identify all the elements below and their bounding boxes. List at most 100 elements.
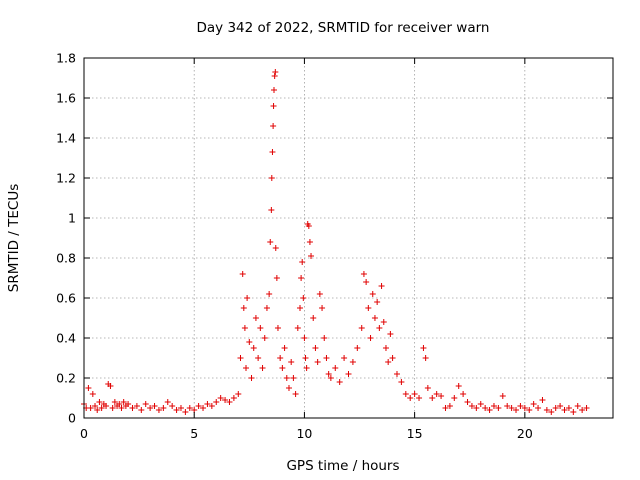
data-point	[294, 325, 301, 331]
data-point	[186, 405, 193, 411]
data-point	[259, 365, 266, 371]
data-point	[94, 407, 101, 413]
x-tick-label: 10	[296, 426, 312, 441]
data-point	[111, 399, 118, 405]
data-point	[244, 295, 251, 301]
data-point	[387, 331, 394, 337]
data-point	[103, 403, 110, 409]
data-point	[268, 207, 275, 213]
data-point	[416, 395, 423, 401]
data-point	[279, 365, 286, 371]
data-point	[442, 405, 449, 411]
data-point	[239, 271, 246, 277]
y-tick-label: 0.2	[56, 371, 76, 386]
data-point	[283, 375, 290, 381]
data-point	[378, 283, 385, 289]
data-point	[332, 365, 339, 371]
data-points	[81, 69, 590, 415]
data-point	[208, 403, 215, 409]
data-point	[360, 271, 367, 277]
data-point	[257, 325, 264, 331]
data-point	[85, 385, 92, 391]
data-point	[486, 407, 493, 413]
data-point	[270, 87, 277, 93]
y-tick-label: 0.4	[56, 331, 76, 346]
data-point	[182, 409, 189, 415]
data-point	[303, 365, 310, 371]
data-point	[380, 319, 387, 325]
data-point	[345, 371, 352, 377]
data-point	[213, 399, 220, 405]
data-point	[369, 291, 376, 297]
data-point	[230, 395, 237, 401]
data-point	[574, 403, 581, 409]
data-point	[272, 69, 279, 75]
data-point	[349, 359, 356, 365]
data-point	[155, 407, 162, 413]
data-point	[371, 315, 378, 321]
data-point	[367, 335, 374, 341]
data-point	[298, 275, 305, 281]
y-tick-label: 0.8	[56, 251, 76, 266]
data-point	[302, 355, 309, 361]
data-point	[495, 405, 502, 411]
data-point	[142, 401, 149, 407]
x-tick-label: 20	[517, 426, 533, 441]
data-point	[173, 407, 180, 413]
data-point	[473, 405, 480, 411]
data-point	[125, 401, 132, 407]
data-point	[539, 397, 546, 403]
data-point	[482, 405, 489, 411]
x-axis-label: GPS time / hours	[286, 458, 399, 474]
data-point	[583, 405, 590, 411]
data-point	[195, 403, 202, 409]
data-point	[422, 355, 429, 361]
data-point	[526, 407, 533, 413]
data-point	[316, 291, 323, 297]
data-point	[382, 345, 389, 351]
data-point	[354, 345, 361, 351]
data-point	[535, 405, 542, 411]
data-point	[327, 375, 334, 381]
data-point	[290, 375, 297, 381]
data-point	[299, 259, 306, 265]
data-point	[133, 403, 140, 409]
data-point	[321, 335, 328, 341]
data-point	[252, 315, 259, 321]
data-point	[446, 403, 453, 409]
y-axis-label: SRMTID / TECUs	[6, 184, 22, 292]
data-point	[433, 391, 440, 397]
data-point	[235, 391, 242, 397]
y-tick-label: 1.8	[56, 51, 76, 66]
data-point	[389, 355, 396, 361]
data-point	[374, 299, 381, 305]
data-point	[477, 401, 484, 407]
data-point	[116, 401, 123, 407]
data-point	[226, 399, 233, 405]
data-point	[255, 355, 262, 361]
data-point	[292, 391, 299, 397]
grid-lines	[84, 58, 613, 418]
data-point	[129, 405, 136, 411]
data-point	[306, 239, 313, 245]
data-point	[530, 401, 537, 407]
data-point	[314, 359, 321, 365]
data-point	[424, 385, 431, 391]
data-point	[241, 325, 248, 331]
data-point	[89, 391, 96, 397]
data-point	[305, 223, 312, 229]
data-point	[200, 405, 207, 411]
data-point	[508, 405, 515, 411]
data-point	[570, 409, 577, 415]
data-point	[451, 395, 458, 401]
y-tick-label: 1.2	[56, 171, 76, 186]
data-point	[341, 355, 348, 361]
data-point	[468, 403, 475, 409]
data-point	[268, 175, 275, 181]
data-point	[96, 399, 103, 405]
data-point	[548, 409, 555, 415]
data-point	[271, 73, 278, 79]
data-point	[92, 403, 99, 409]
data-point	[310, 315, 317, 321]
